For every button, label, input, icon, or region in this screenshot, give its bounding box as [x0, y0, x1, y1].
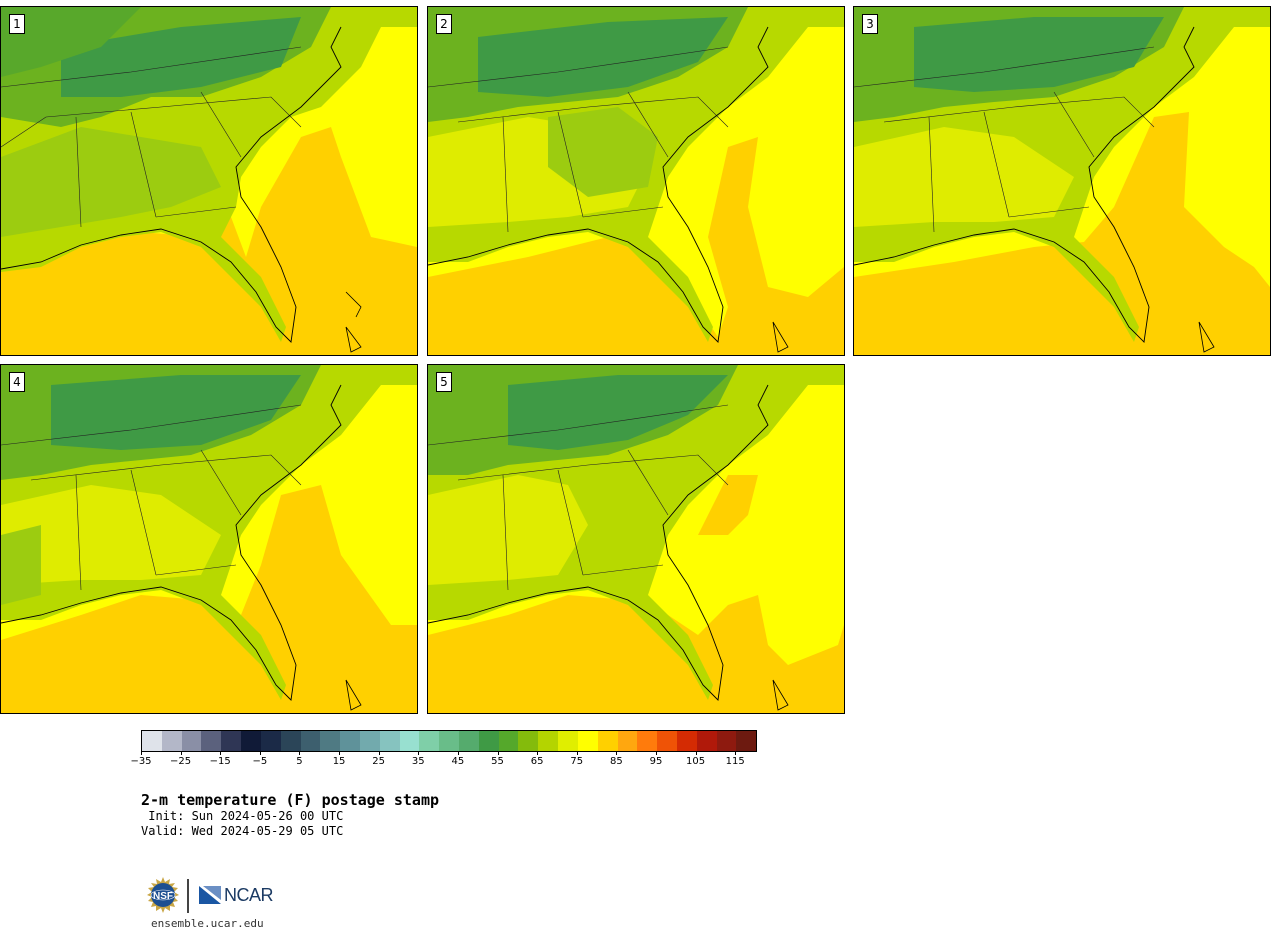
colorbar-tick-label: 95: [649, 756, 663, 767]
map-panel-4: 4: [0, 364, 418, 714]
colorbar-tick-label: 55: [491, 756, 504, 767]
colorbar-tick-label: 15: [332, 756, 346, 767]
colorbar-cell: [359, 731, 380, 751]
colorbar-cell: [716, 731, 737, 751]
temperature-colorbar: [141, 730, 757, 752]
temperature-map-5: [428, 365, 844, 713]
nsf-logo-icon: NSF: [147, 877, 179, 913]
colorbar-cell: [399, 731, 420, 751]
map-panel-2: 2: [427, 6, 845, 356]
colorbar-cell: [577, 731, 598, 751]
colorbar-tick-label: −35: [130, 756, 152, 767]
colorbar-cell: [558, 731, 578, 751]
colorbar-tick-label: 35: [411, 756, 425, 767]
colorbar-tick: [299, 751, 301, 755]
colorbar-cell: [478, 731, 499, 751]
svg-text:NSF: NSF: [153, 891, 173, 902]
colorbar-cell: [538, 731, 559, 751]
map-panel-3: 3: [853, 6, 1271, 356]
colorbar-cell: [320, 731, 341, 751]
colorbar-tick: [220, 751, 222, 755]
footer-url[interactable]: ensemble.ucar.edu: [151, 917, 264, 930]
plot-title: 2-m temperature (F) postage stamp: [141, 791, 440, 809]
colorbar-tick-label: −25: [170, 756, 192, 767]
colorbar-tick-label: −15: [209, 756, 231, 767]
colorbar-tick: [497, 751, 499, 755]
colorbar-tick: [537, 751, 539, 755]
panel-number-label: 2: [436, 14, 452, 34]
colorbar-tick: [141, 751, 142, 755]
colorbar-cell: [736, 731, 757, 751]
map-panel-5: 5: [427, 364, 845, 714]
map-panel-1: 1: [0, 6, 418, 356]
temperature-map-3: [854, 7, 1270, 355]
colorbar-tick-label: 65: [530, 756, 544, 767]
colorbar-tick-label: −5: [252, 756, 268, 767]
colorbar-cell: [676, 731, 697, 751]
colorbar-cell: [459, 731, 479, 751]
colorbar-cell: [637, 731, 658, 751]
colorbar-cell: [181, 731, 202, 751]
colorbar-tick-label: 5: [296, 756, 303, 767]
temperature-map-2: [428, 7, 844, 355]
colorbar-tick: [576, 751, 578, 755]
panel-number-label: 1: [9, 14, 25, 34]
colorbar-tick: [735, 751, 737, 755]
colorbar-cell: [518, 731, 539, 751]
colorbar-tick: [695, 751, 697, 755]
panel-number-label: 5: [436, 372, 452, 392]
init-time: Init: Sun 2024-05-26 00 UTC: [141, 809, 344, 823]
logo-divider: [187, 879, 189, 913]
temperature-map-1: [1, 7, 417, 355]
colorbar-cell: [439, 731, 459, 751]
colorbar-tick-label: 45: [451, 756, 465, 767]
colorbar-tick: [180, 751, 182, 755]
colorbar-cell: [201, 731, 222, 751]
colorbar-cell: [280, 731, 301, 751]
colorbar-cell: [260, 731, 281, 751]
colorbar-tick-label: 25: [372, 756, 386, 767]
colorbar-tick: [418, 751, 420, 755]
colorbar-tick-label: 85: [609, 756, 623, 767]
panel-number-label: 3: [862, 14, 878, 34]
colorbar-tick-label: 115: [725, 756, 745, 767]
colorbar-cell: [142, 731, 162, 751]
colorbar-cell: [241, 731, 261, 751]
colorbar-cell: [657, 731, 677, 751]
colorbar-cell: [340, 731, 360, 751]
colorbar-tick: [616, 751, 618, 755]
panel-number-label: 4: [9, 372, 25, 392]
colorbar-cell: [221, 731, 242, 751]
colorbar-tick: [655, 751, 657, 755]
valid-time: Valid: Wed 2024-05-29 05 UTC: [141, 824, 344, 838]
colorbar-cell: [419, 731, 440, 751]
colorbar-tick-label: 75: [570, 756, 584, 767]
colorbar-cell: [617, 731, 638, 751]
colorbar-cell: [161, 731, 182, 751]
colorbar-cell: [597, 731, 618, 751]
colorbar-tick: [457, 751, 459, 755]
colorbar-cell: [696, 731, 717, 751]
ncar-logo-icon: [199, 886, 221, 904]
temperature-map-4: [1, 365, 417, 713]
ncar-wordmark: NCAR: [224, 885, 274, 905]
colorbar-cell: [498, 731, 519, 751]
colorbar-ticks: −35 −25 −15 −5 5 15 25 35 45 55 65 75 85 95 105 115: [130, 751, 757, 775]
colorbar-tick: [259, 751, 261, 755]
colorbar-tick-label: 105: [686, 756, 706, 767]
colorbar-tick: [378, 751, 380, 755]
colorbar-cell: [300, 731, 321, 751]
colorbar-cell: [379, 731, 400, 751]
colorbar-tick: [339, 751, 341, 755]
